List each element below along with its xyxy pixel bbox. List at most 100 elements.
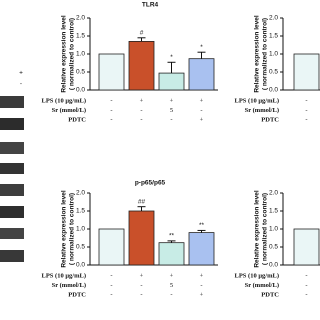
y-axis-label: Relative expression level: [254, 15, 261, 93]
condition-value: -: [140, 291, 142, 298]
y-axis-label: ( normalized to control): [262, 193, 269, 265]
lane-mark: -: [20, 81, 22, 88]
y-tick-label: 0.0: [76, 87, 85, 94]
y-tick-label: 1.0: [269, 51, 278, 58]
blot-band: [0, 228, 24, 239]
bar: [188, 58, 215, 91]
condition-value: -: [110, 116, 112, 123]
condition-value: +: [140, 272, 144, 279]
annotation: *: [200, 44, 203, 51]
chart-title: TLR4: [142, 2, 159, 9]
condition-value: +: [170, 97, 174, 104]
y-tick-label: 0.5: [269, 244, 278, 251]
condition-value: -: [305, 282, 307, 289]
condition-label: PDTC: [68, 291, 86, 298]
y-axis-label: ( normalized to control): [69, 18, 76, 90]
condition-value: +: [170, 272, 174, 279]
bar: [158, 242, 185, 266]
bar: [98, 53, 125, 91]
y-axis-label: ( normalized to control): [69, 193, 76, 265]
condition-value: -: [200, 282, 202, 289]
bar-chart: Relative expression level( normalized to…: [235, 190, 320, 298]
condition-label: LPS (10 μg/mL): [42, 272, 87, 279]
condition-label: PDTC: [261, 291, 279, 298]
condition-value: -: [305, 291, 307, 298]
condition-label: Sr (mmol/L): [245, 107, 279, 114]
bar: [188, 232, 215, 266]
condition-value: -: [170, 116, 172, 123]
y-tick-label: 1.0: [76, 226, 85, 233]
annotation: **: [199, 222, 205, 229]
blot-band: [0, 206, 24, 218]
condition-value: +: [140, 97, 144, 104]
blot-band: [0, 142, 24, 154]
y-tick-label: 0.0: [269, 262, 278, 269]
condition-label: Sr (mmol/L): [52, 107, 86, 114]
condition-label: LPS (10 μg/mL): [235, 97, 280, 104]
condition-value: -: [305, 116, 307, 123]
condition-value: -: [110, 97, 112, 104]
bar-chart: Relative expression level( normalized to…: [235, 15, 320, 123]
blot-band: [0, 96, 24, 108]
condition-label: PDTC: [68, 116, 86, 123]
y-tick-label: 0.5: [269, 69, 278, 76]
condition-value: +: [200, 291, 204, 298]
bar: [293, 53, 320, 91]
bar-chart: TLR4 Relative expression level( normalize…: [42, 2, 218, 123]
y-tick-label: 1.5: [76, 33, 85, 40]
blot-band: [0, 163, 24, 174]
y-tick-label: 2.0: [269, 190, 278, 197]
condition-value: -: [170, 291, 172, 298]
condition-value: -: [305, 107, 307, 114]
condition-value: -: [200, 107, 202, 114]
annotation: #: [140, 30, 144, 37]
condition-label: PDTC: [261, 116, 279, 123]
condition-value: -: [140, 107, 142, 114]
condition-value: 5: [170, 282, 173, 289]
y-tick-label: 0.5: [76, 244, 85, 251]
bar: [128, 41, 155, 91]
bar: [158, 72, 185, 91]
y-tick-label: 0.5: [76, 69, 85, 76]
bar: [98, 228, 125, 266]
y-tick-label: 1.5: [269, 33, 278, 40]
y-tick-label: 1.5: [269, 208, 278, 215]
annotation: *: [170, 54, 173, 61]
y-tick-label: 1.0: [76, 51, 85, 58]
bar: [128, 210, 155, 266]
chart-title: p-p65/p65: [135, 180, 166, 187]
y-tick-label: 2.0: [76, 190, 85, 197]
y-tick-label: 0.0: [269, 87, 278, 94]
condition-value: -: [305, 97, 307, 104]
blot-band: [0, 118, 24, 130]
y-axis-label: Relative expression level: [254, 190, 261, 268]
condition-value: -: [305, 272, 307, 279]
blot-band: [0, 184, 24, 196]
condition-value: +: [200, 97, 204, 104]
y-axis-label: ( normalized to control): [262, 18, 269, 90]
condition-value: -: [140, 282, 142, 289]
condition-value: 5: [170, 107, 173, 114]
y-axis-label: Relative expression level: [61, 190, 68, 268]
bar: [293, 228, 320, 266]
condition-label: LPS (10 μg/mL): [235, 272, 280, 279]
blot-band: [0, 250, 24, 262]
western-blot: + -: [0, 70, 24, 262]
bar-chart: p-p65/p65 Relative expression level( norm…: [42, 180, 218, 298]
lane-mark: +: [19, 70, 23, 77]
y-tick-label: 2.0: [269, 15, 278, 22]
y-tick-label: 2.0: [76, 15, 85, 22]
condition-value: -: [110, 107, 112, 114]
annotation: **: [169, 233, 175, 240]
y-tick-label: 1.5: [76, 208, 85, 215]
condition-label: LPS (10 μg/mL): [42, 97, 87, 104]
condition-value: +: [200, 272, 204, 279]
condition-value: -: [110, 272, 112, 279]
condition-value: -: [110, 282, 112, 289]
y-axis-label: Relative expression level: [61, 15, 68, 93]
condition-label: Sr (mmol/L): [52, 282, 86, 289]
y-tick-label: 1.0: [269, 226, 278, 233]
y-tick-label: 0.0: [76, 262, 85, 269]
condition-value: +: [200, 116, 204, 123]
